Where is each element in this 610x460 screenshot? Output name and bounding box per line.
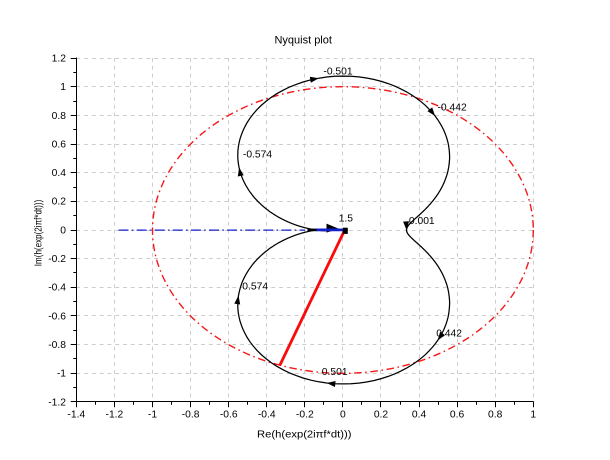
svg-text:-0.6: -0.6	[48, 311, 66, 322]
svg-text:-0.4: -0.4	[48, 283, 66, 294]
svg-text:0.2: 0.2	[374, 410, 389, 421]
svg-text:0.574: 0.574	[242, 282, 268, 293]
svg-text:1.2: 1.2	[52, 53, 67, 64]
svg-text:0.6: 0.6	[52, 139, 67, 150]
svg-text:0.4: 0.4	[52, 168, 67, 179]
svg-text:0.2: 0.2	[52, 197, 67, 208]
svg-text:0: 0	[340, 410, 346, 421]
svg-text:0.4: 0.4	[412, 410, 427, 421]
svg-text:0.001: 0.001	[409, 216, 435, 227]
svg-text:1: 1	[60, 82, 66, 93]
svg-text:-1.2: -1.2	[106, 410, 124, 421]
svg-text:-0.2: -0.2	[296, 410, 314, 421]
svg-text:0.8: 0.8	[488, 410, 503, 421]
svg-text:-1: -1	[57, 369, 66, 380]
svg-text:-0.8: -0.8	[48, 340, 66, 351]
svg-text:-0.2: -0.2	[48, 254, 66, 265]
svg-text:-1: -1	[148, 410, 157, 421]
svg-text:-0.574: -0.574	[243, 150, 272, 161]
svg-text:Im(h(exp(2iπf*dt))): Im(h(exp(2iπf*dt)))	[34, 200, 45, 267]
svg-text:Nyquist plot: Nyquist plot	[274, 35, 331, 47]
svg-text:-0.6: -0.6	[220, 410, 238, 421]
svg-text:0.6: 0.6	[450, 410, 465, 421]
svg-text:0.442: 0.442	[436, 328, 462, 339]
svg-text:-0.4: -0.4	[258, 410, 276, 421]
svg-text:1: 1	[530, 410, 536, 421]
svg-text:0: 0	[60, 225, 66, 236]
svg-text:Re(h(exp(2iπf*dt))): Re(h(exp(2iπf*dt)))	[257, 429, 352, 440]
svg-text:-0.442: -0.442	[438, 102, 467, 113]
svg-text:-1.2: -1.2	[48, 397, 66, 408]
svg-text:-1.4: -1.4	[67, 410, 85, 421]
svg-text:1.5: 1.5	[339, 214, 354, 225]
svg-text:-0.501: -0.501	[323, 67, 352, 78]
svg-text:0.8: 0.8	[52, 111, 67, 122]
svg-text:-0.8: -0.8	[182, 410, 200, 421]
svg-text:0.501: 0.501	[322, 367, 348, 378]
